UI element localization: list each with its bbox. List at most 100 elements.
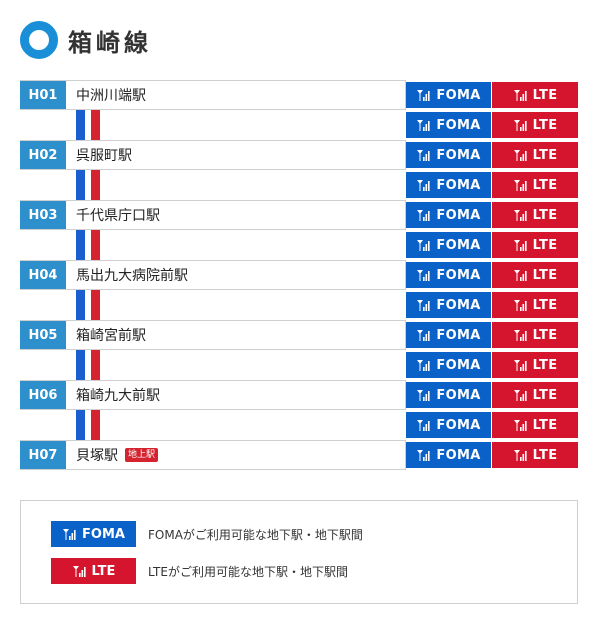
antenna-signal-icon bbox=[417, 90, 431, 101]
station-name-wrap: 箱崎九大前駅 bbox=[76, 381, 160, 409]
station-code: H07 bbox=[20, 441, 66, 469]
lte-badge: LTE bbox=[492, 82, 578, 108]
lte-label: LTE bbox=[532, 207, 558, 223]
foma-badge: FOMA bbox=[406, 232, 491, 258]
antenna-signal-icon bbox=[513, 150, 527, 161]
station-name-wrap: 呉服町駅 bbox=[76, 141, 132, 169]
lte-badge: LTE bbox=[492, 352, 578, 378]
legend-foma: FOMA FOMAがご利用可能な地下駅・地下駅間 bbox=[51, 521, 363, 547]
lte-badge: LTE bbox=[492, 412, 578, 438]
antenna-signal-icon bbox=[417, 270, 431, 281]
lte-label: LTE bbox=[532, 387, 558, 403]
antenna-signal-icon bbox=[513, 120, 527, 131]
segment-row: FOMA LTE bbox=[20, 110, 578, 140]
antenna-signal-icon bbox=[417, 210, 431, 221]
station-name: 千代県庁口駅 bbox=[76, 208, 160, 224]
foma-label: FOMA bbox=[436, 177, 481, 193]
foma-badge: FOMA bbox=[406, 172, 491, 198]
track-red-line bbox=[91, 350, 100, 380]
segment-row: FOMA LTE bbox=[20, 410, 578, 440]
station-code: H03 bbox=[20, 201, 66, 229]
foma-badge: FOMA bbox=[406, 202, 491, 228]
station-bar: H04 馬出九大病院前駅 bbox=[20, 260, 406, 290]
lte-legend-badge: LTE bbox=[51, 558, 136, 584]
antenna-signal-icon bbox=[513, 300, 527, 311]
foma-label: FOMA bbox=[436, 387, 481, 403]
foma-label: FOMA bbox=[436, 417, 481, 433]
antenna-signal-icon bbox=[513, 360, 527, 371]
foma-label: FOMA bbox=[436, 447, 481, 463]
antenna-signal-icon bbox=[417, 300, 431, 311]
antenna-signal-icon bbox=[513, 450, 527, 461]
station-code: H06 bbox=[20, 381, 66, 409]
antenna-signal-icon bbox=[417, 390, 431, 401]
foma-label: FOMA bbox=[436, 87, 481, 103]
antenna-signal-icon bbox=[417, 450, 431, 461]
lte-label: LTE bbox=[532, 447, 558, 463]
antenna-signal-icon bbox=[513, 240, 527, 251]
station-row: H06 箱崎九大前駅 FOMA LTE bbox=[20, 380, 578, 410]
foma-badge: FOMA bbox=[406, 292, 491, 318]
foma-label: FOMA bbox=[436, 357, 481, 373]
line-ring-icon bbox=[20, 21, 58, 59]
station-name-wrap: 千代県庁口駅 bbox=[76, 201, 160, 229]
foma-badge: FOMA bbox=[406, 382, 491, 408]
foma-label: FOMA bbox=[436, 207, 481, 223]
lte-badge: LTE bbox=[492, 292, 578, 318]
antenna-signal-icon bbox=[417, 420, 431, 431]
track-blue-line bbox=[76, 110, 85, 140]
station-name: 貝塚駅 bbox=[76, 448, 118, 464]
antenna-signal-icon bbox=[63, 529, 76, 540]
track-red-line bbox=[91, 170, 100, 200]
lte-badge: LTE bbox=[492, 442, 578, 468]
foma-badge: FOMA bbox=[406, 112, 491, 138]
lte-badge: LTE bbox=[492, 142, 578, 168]
station-name: 馬出九大病院前駅 bbox=[76, 268, 188, 284]
foma-legend-badge: FOMA bbox=[51, 521, 136, 547]
antenna-signal-icon bbox=[513, 90, 527, 101]
antenna-signal-icon bbox=[513, 210, 527, 221]
lte-badge: LTE bbox=[492, 202, 578, 228]
lte-badge: LTE bbox=[492, 382, 578, 408]
segment-row: FOMA LTE bbox=[20, 170, 578, 200]
lte-label: LTE bbox=[532, 117, 558, 133]
station-bar: H02 呉服町駅 bbox=[20, 140, 406, 170]
station-name: 中洲川端駅 bbox=[76, 88, 146, 104]
foma-label: FOMA bbox=[436, 267, 481, 283]
antenna-signal-icon bbox=[513, 180, 527, 191]
lte-badge: LTE bbox=[492, 232, 578, 258]
lte-badge: LTE bbox=[492, 262, 578, 288]
lte-badge: LTE bbox=[492, 172, 578, 198]
foma-badge: FOMA bbox=[406, 352, 491, 378]
segment-row: FOMA LTE bbox=[20, 290, 578, 320]
station-bar: H01 中洲川端駅 bbox=[20, 80, 406, 110]
station-code: H05 bbox=[20, 321, 66, 349]
station-list: H01 中洲川端駅 FOMA LTE FOMA LTE H02 呉服町駅 FOMA LTE FOMA… bbox=[20, 80, 578, 470]
lte-label: LTE bbox=[532, 417, 558, 433]
foma-label: FOMA bbox=[436, 297, 481, 313]
track-blue-line bbox=[76, 410, 85, 440]
lte-label: LTE bbox=[532, 327, 558, 343]
antenna-signal-icon bbox=[417, 240, 431, 251]
station-row: H03 千代県庁口駅 FOMA LTE bbox=[20, 200, 578, 230]
station-bar: H06 箱崎九大前駅 bbox=[20, 380, 406, 410]
antenna-signal-icon bbox=[417, 150, 431, 161]
legend-lte-text: LTEがご利用可能な地下駅・地下駅間 bbox=[148, 564, 348, 579]
track-red-line bbox=[91, 110, 100, 140]
track-red-line bbox=[91, 410, 100, 440]
page-title: 箱崎線 bbox=[68, 28, 152, 57]
station-bar: H05 箱崎宮前駅 bbox=[20, 320, 406, 350]
station-code: H01 bbox=[20, 81, 66, 109]
lte-label: LTE bbox=[532, 87, 558, 103]
station-row: H07 貝塚駅 地上駅 FOMA LTE bbox=[20, 440, 578, 470]
track-blue-line bbox=[76, 170, 85, 200]
antenna-signal-icon bbox=[417, 180, 431, 191]
antenna-signal-icon bbox=[417, 120, 431, 131]
segment-row: FOMA LTE bbox=[20, 230, 578, 260]
legend-foma-label: FOMA bbox=[82, 526, 125, 542]
foma-label: FOMA bbox=[436, 117, 481, 133]
antenna-signal-icon bbox=[72, 566, 86, 577]
station-name: 箱崎九大前駅 bbox=[76, 388, 160, 404]
foma-label: FOMA bbox=[436, 147, 481, 163]
track-blue-line bbox=[76, 350, 85, 380]
